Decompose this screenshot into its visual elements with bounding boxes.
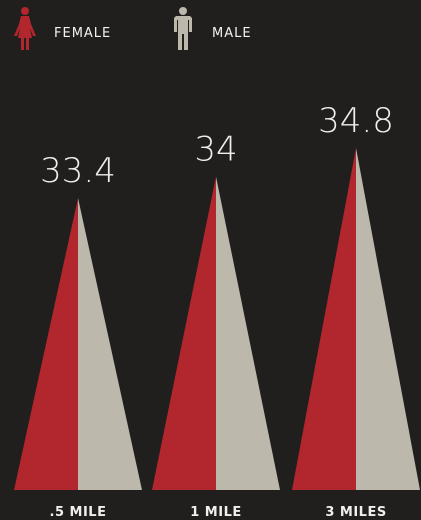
category-label-1-mile: 1 MILE [190, 505, 242, 520]
category-label-3-miles: 3 MILES [325, 505, 386, 520]
bar-female-3-miles [292, 148, 356, 490]
female-icon [14, 7, 36, 50]
male-icon [174, 7, 192, 50]
value-label-3-miles: 34.8 [318, 101, 394, 141]
bar-male-3-miles [356, 148, 420, 490]
category-label-5-mile: .5 MILE [50, 505, 107, 520]
bar-male-1-mile [216, 176, 280, 490]
legend-label-male: MALE [212, 26, 252, 41]
bar-female-1-mile [152, 176, 216, 490]
bar-female-5-mile [14, 198, 78, 490]
legend: FEMALE MALE [0, 0, 421, 60]
legend-label-female: FEMALE [54, 26, 112, 41]
value-label-5-mile: 33.4 [40, 151, 116, 191]
bar-male-5-mile [78, 198, 142, 490]
value-label-1-mile: 34 [194, 130, 237, 170]
